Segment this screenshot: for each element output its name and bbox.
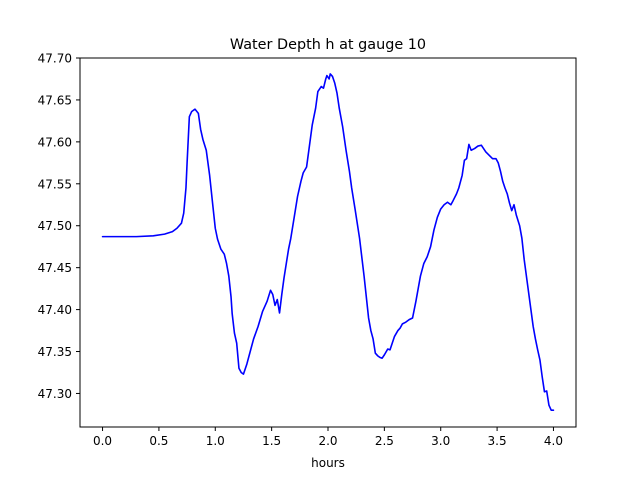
axes-frame [79, 57, 577, 428]
x-tick-label: 3.5 [488, 434, 507, 448]
series-line-0 [101, 73, 555, 412]
x-axis-label: hours [311, 456, 345, 470]
y-tick-label: 47.65 [38, 93, 72, 107]
y-tick-label: 47.55 [38, 177, 72, 191]
x-tick-label: 2.0 [318, 434, 337, 448]
y-tick-label: 47.40 [38, 303, 72, 317]
y-tick-label: 47.45 [38, 261, 72, 275]
x-tick-label: 1.0 [206, 434, 225, 448]
y-tick-label: 47.70 [38, 52, 72, 66]
x-tick-label: 2.5 [375, 434, 394, 448]
x-tick-label: 3.0 [431, 434, 450, 448]
y-tick-label: 47.60 [38, 135, 72, 149]
chart-title: Water Depth h at gauge 10 [230, 37, 426, 53]
x-tick-label: 1.5 [262, 434, 281, 448]
y-tick-label: 47.30 [38, 387, 72, 401]
x-tick-label: 0.5 [149, 434, 168, 448]
y-tick-label: 47.35 [38, 345, 72, 359]
x-tick-label: 0.0 [93, 434, 112, 448]
x-tick-label: 4.0 [544, 434, 563, 448]
y-tick-label: 47.50 [38, 219, 72, 233]
